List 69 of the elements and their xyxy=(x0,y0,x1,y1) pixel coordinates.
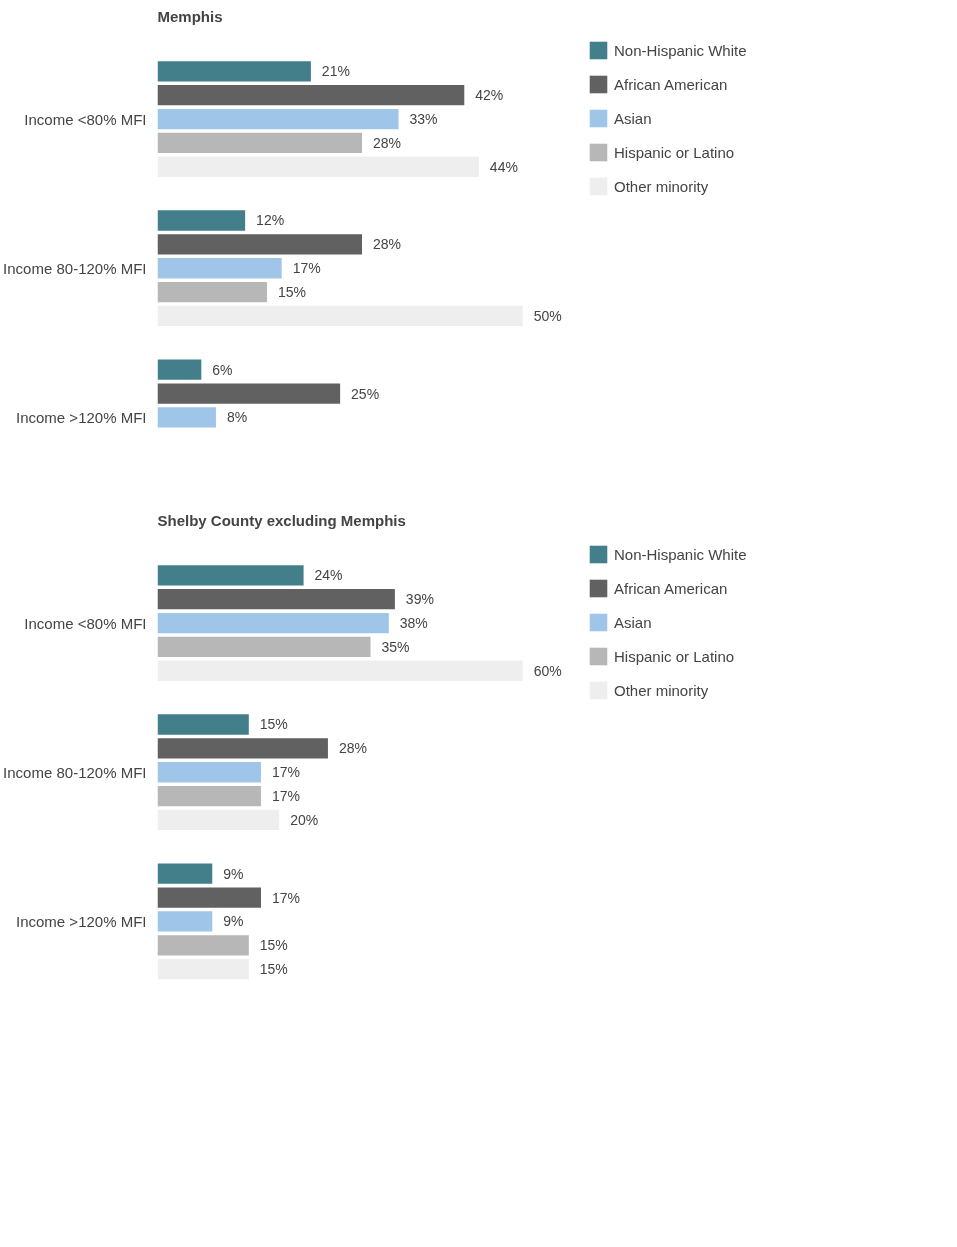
data-label: 17% xyxy=(292,260,321,277)
y-tick-label: Income >120% MFI xyxy=(16,408,147,426)
legend-label: Asian xyxy=(614,109,652,127)
data-label: 15% xyxy=(259,937,288,954)
data-label: 25% xyxy=(351,385,380,402)
data-label: 8% xyxy=(226,409,248,426)
legend-label: Hispanic or Latino xyxy=(614,647,735,665)
chart-title: Shelby County excluding Memphis xyxy=(157,511,406,529)
data-label: 17% xyxy=(271,764,300,781)
data-label: 17% xyxy=(271,788,300,805)
data-label: 50% xyxy=(533,307,562,324)
data-label: 28% xyxy=(372,236,402,253)
bar xyxy=(157,108,399,130)
bar xyxy=(157,714,249,735)
legend-label: Hispanic or Latino xyxy=(614,143,735,161)
y-tick-label: Income 80-120% MFI xyxy=(3,763,147,781)
legend-label: Other minority xyxy=(614,681,709,699)
bar xyxy=(157,738,328,759)
data-label: 24% xyxy=(314,567,343,584)
chart-title: Memphis xyxy=(157,7,223,25)
data-label: 9% xyxy=(223,865,244,882)
data-label: 42% xyxy=(475,87,504,104)
data-label: 20% xyxy=(290,811,319,828)
bar xyxy=(157,911,213,932)
bar xyxy=(157,61,311,82)
legend-label: Other minority xyxy=(614,177,709,195)
data-label: 60% xyxy=(533,662,562,679)
data-label: 15% xyxy=(259,961,288,978)
y-tick-label: Income <80% MFI xyxy=(24,614,147,632)
data-label: 35% xyxy=(381,638,410,655)
bar xyxy=(157,234,363,255)
bar xyxy=(157,281,268,303)
y-tick-label: Income 80-120% MFI xyxy=(3,259,147,277)
data-label: 15% xyxy=(278,284,307,301)
bar xyxy=(157,762,261,783)
data-label: 44% xyxy=(489,158,518,175)
bar xyxy=(157,383,341,404)
bar xyxy=(157,863,213,884)
bar xyxy=(157,258,282,279)
bar xyxy=(157,887,261,908)
data-label: 6% xyxy=(212,361,233,378)
legend-label: Non-Hispanic White xyxy=(614,545,747,563)
legend-label: African American xyxy=(614,579,728,597)
data-label: 39% xyxy=(405,591,434,608)
bar xyxy=(157,636,371,658)
y-tick-label: Income <80% MFI xyxy=(24,110,147,128)
bar xyxy=(157,359,202,380)
bar xyxy=(157,612,389,634)
data-label: 28% xyxy=(338,740,367,757)
data-label: 21% xyxy=(321,63,350,80)
data-label: 33% xyxy=(409,111,438,128)
bar xyxy=(157,785,261,807)
bar xyxy=(157,565,304,586)
legend-label: Asian xyxy=(614,613,652,631)
data-label: 12% xyxy=(256,212,285,229)
data-label: 9% xyxy=(223,913,244,930)
bar xyxy=(157,407,216,428)
bar xyxy=(157,210,246,231)
legend-label: Non-Hispanic White xyxy=(614,41,747,59)
bar xyxy=(157,589,395,610)
bar xyxy=(157,132,363,154)
data-label: 28% xyxy=(372,134,402,151)
y-tick-label: Income >120% MFI xyxy=(16,912,147,930)
data-label: 17% xyxy=(271,889,300,906)
legend-label: African American xyxy=(614,75,728,93)
data-label: 15% xyxy=(259,716,288,733)
bar xyxy=(157,935,249,956)
data-label: 38% xyxy=(399,615,428,632)
bar xyxy=(157,85,465,106)
